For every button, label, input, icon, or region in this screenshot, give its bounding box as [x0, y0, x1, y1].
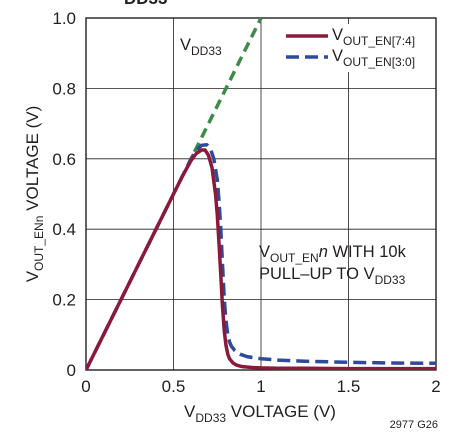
series-line-vout-en-7-4 [86, 148, 436, 370]
x-tick-label: 0 [81, 377, 90, 396]
y-tick-label: 0.2 [52, 291, 76, 310]
y-tick-label: 0.6 [52, 150, 76, 169]
y-tick-label: 1.0 [52, 9, 76, 28]
y-tick-label: 0 [67, 361, 76, 380]
x-tick-label: 1 [256, 377, 265, 396]
grid [86, 18, 436, 370]
figure-id: 2977 G26 [390, 419, 438, 431]
title-fragment: DD33 [124, 0, 167, 8]
x-axis-label: VDD33 VOLTAGE (V) [184, 402, 336, 425]
vdd33-annotation: VDD33 [180, 36, 222, 58]
x-tick-label: 2 [431, 377, 440, 396]
legend-background [281, 24, 433, 72]
note-annotation-line1: VOUT_ENn WITH 10k [259, 243, 407, 265]
x-tick-label: 0.5 [162, 377, 186, 396]
y-tick-label: 0.4 [52, 220, 76, 239]
y-tick-label: 0.8 [52, 79, 76, 98]
legend: VOUT_EN[7:4] VOUT_EN[3:0] [281, 24, 433, 72]
legend-label-vout-en-7-4: VOUT_EN[7:4] [332, 26, 415, 48]
series-line-vdd33 [192, 18, 263, 153]
note-annotation-line2: PULL–UP TO VDD33 [259, 265, 406, 287]
legend-label-vout-en-3-0: VOUT_EN[3:0] [332, 47, 415, 69]
y-axis-label: VOUT_ENn VOLTAGE (V) [23, 106, 46, 283]
x-tick-label: 1.5 [337, 377, 361, 396]
